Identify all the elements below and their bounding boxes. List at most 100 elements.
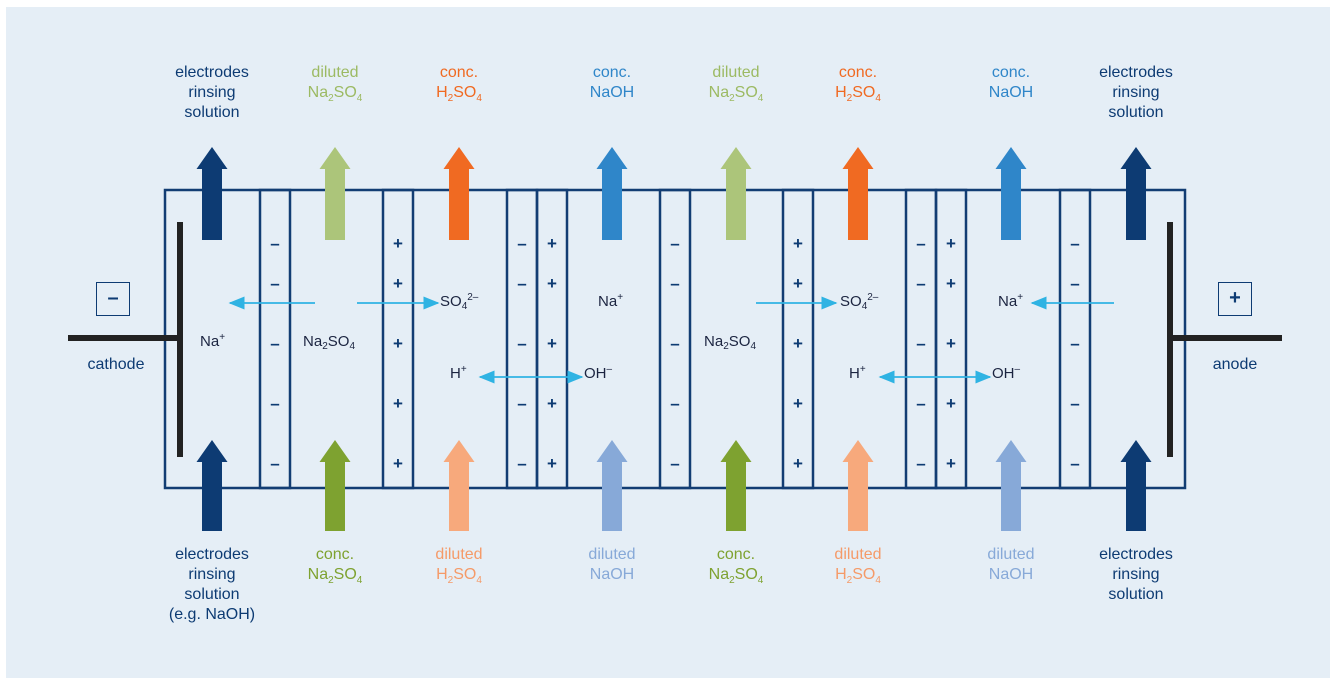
ion-oh-minus: OH– (584, 364, 613, 383)
anode-sign-box: + (1218, 282, 1252, 316)
bottom-flow-label: diluted NaOH (987, 546, 1035, 583)
membrane-sign: – (916, 334, 926, 353)
membrane-sign: – (270, 334, 280, 353)
membrane-sign: – (1070, 234, 1080, 253)
membrane-cation-4 (658, 188, 692, 490)
membrane-anion-5 (781, 188, 815, 490)
membrane-sign: – (517, 234, 527, 253)
membrane-sign: – (1070, 274, 1080, 293)
bottom-flow-label: conc. Na2SO4 (307, 546, 363, 587)
background-panel (6, 7, 1330, 678)
membrane-anion-1 (381, 188, 415, 490)
inflow-arrow-0 (196, 440, 228, 531)
membrane-sign: – (1070, 334, 1080, 353)
membrane-sign: – (270, 394, 280, 413)
membrane-sign: – (1070, 394, 1080, 413)
ion-oh-minus: OH– (992, 364, 1021, 383)
membrane-anion-7 (934, 188, 968, 490)
membrane-sign: + (946, 334, 956, 353)
inflow-arrow-6 (995, 440, 1027, 531)
outflow-arrow-6 (995, 147, 1027, 240)
top-flow-label: electrodes rinsing solution (175, 64, 249, 121)
bottom-flow-label: conc. Na2SO4 (708, 546, 764, 587)
membrane-sign: – (670, 394, 680, 413)
outflow-arrow-0 (196, 147, 228, 240)
membrane-cation-8 (1058, 188, 1092, 490)
membrane-cation-0 (258, 188, 292, 490)
membrane-sign: + (393, 274, 403, 293)
membrane-anion-3 (535, 188, 569, 490)
outflow-arrow-7 (1120, 147, 1152, 240)
membrane-sign: – (517, 394, 527, 413)
membrane-sign: – (270, 454, 280, 473)
membrane-sign: + (393, 394, 403, 413)
inflow-arrow-7 (1120, 440, 1152, 531)
membrane-sign: + (393, 454, 403, 473)
membrane-sign: + (547, 394, 557, 413)
top-flow-label: conc. NaOH (988, 64, 1034, 101)
membrane-sign: – (517, 274, 527, 293)
membrane-sign: + (793, 274, 803, 293)
anode-label: anode (1212, 356, 1258, 373)
membrane-sign: + (793, 234, 803, 253)
ion-h-plus: H+ (849, 364, 866, 383)
ion-na2so4: Na2SO4 (303, 333, 355, 352)
ion-na2so4: Na2SO4 (704, 333, 756, 352)
membrane-sign: – (517, 454, 527, 473)
membrane-sign: – (670, 454, 680, 473)
membrane-sign: – (270, 234, 280, 253)
ion-na-plus: Na+ (998, 292, 1024, 311)
top-flow-label: conc. H2SO4 (436, 64, 482, 105)
inflow-arrow-1 (319, 440, 351, 531)
membrane-sign: + (793, 334, 803, 353)
membrane-sign: – (670, 234, 680, 253)
membrane-sign: + (393, 334, 403, 353)
inflow-arrow-4 (720, 440, 752, 531)
membrane-sign: + (547, 274, 557, 293)
inflow-arrow-2 (443, 440, 475, 531)
top-flow-label: conc. NaOH (589, 64, 635, 101)
membrane-sign: – (916, 234, 926, 253)
bottom-flow-label: electrodes rinsing solution (e.g. NaOH) (168, 546, 256, 623)
top-flow-label: diluted Na2SO4 (708, 64, 764, 105)
membrane-sign: – (1070, 454, 1080, 473)
bottom-flow-label: diluted NaOH (588, 546, 636, 583)
outflow-arrow-1 (319, 147, 351, 240)
membrane-sign: + (793, 454, 803, 473)
membrane-sign: + (793, 394, 803, 413)
membrane-sign: – (670, 334, 680, 353)
membrane-sign: – (916, 454, 926, 473)
membrane-sign: – (517, 334, 527, 353)
outflow-arrow-3 (596, 147, 628, 240)
ion-na-plus: Na+ (200, 332, 226, 351)
outflow-arrow-2 (443, 147, 475, 240)
outflow-arrow-4 (720, 147, 752, 240)
membrane-sign: + (547, 234, 557, 253)
inflow-arrow-5 (842, 440, 874, 531)
membrane-sign: – (270, 274, 280, 293)
membrane-sign: + (946, 274, 956, 293)
membrane-sign: – (916, 274, 926, 293)
membrane-sign: + (946, 454, 956, 473)
top-flow-label: conc. H2SO4 (835, 64, 881, 105)
inflow-arrow-3 (596, 440, 628, 531)
ion-h-plus: H+ (450, 364, 467, 383)
cathode-label: cathode (87, 356, 145, 373)
ion-so4: SO42– (440, 292, 479, 312)
bottom-flow-label: diluted H2SO4 (435, 546, 483, 587)
top-flow-label: electrodes rinsing solution (1099, 64, 1173, 121)
membrane-sign: + (946, 394, 956, 413)
bottom-flow-label: diluted H2SO4 (834, 546, 882, 587)
membrane-sign: – (916, 394, 926, 413)
membrane-sign: + (393, 234, 403, 253)
membrane-sign: + (547, 334, 557, 353)
bottom-flow-label: electrodes rinsing solution (1099, 546, 1173, 603)
membrane-sign: + (946, 234, 956, 253)
cathode-sign-box: – (96, 282, 130, 316)
membrane-sign: + (547, 454, 557, 473)
top-flow-label: diluted Na2SO4 (307, 64, 363, 105)
ion-na-plus: Na+ (598, 292, 624, 311)
membrane-sign: – (670, 274, 680, 293)
